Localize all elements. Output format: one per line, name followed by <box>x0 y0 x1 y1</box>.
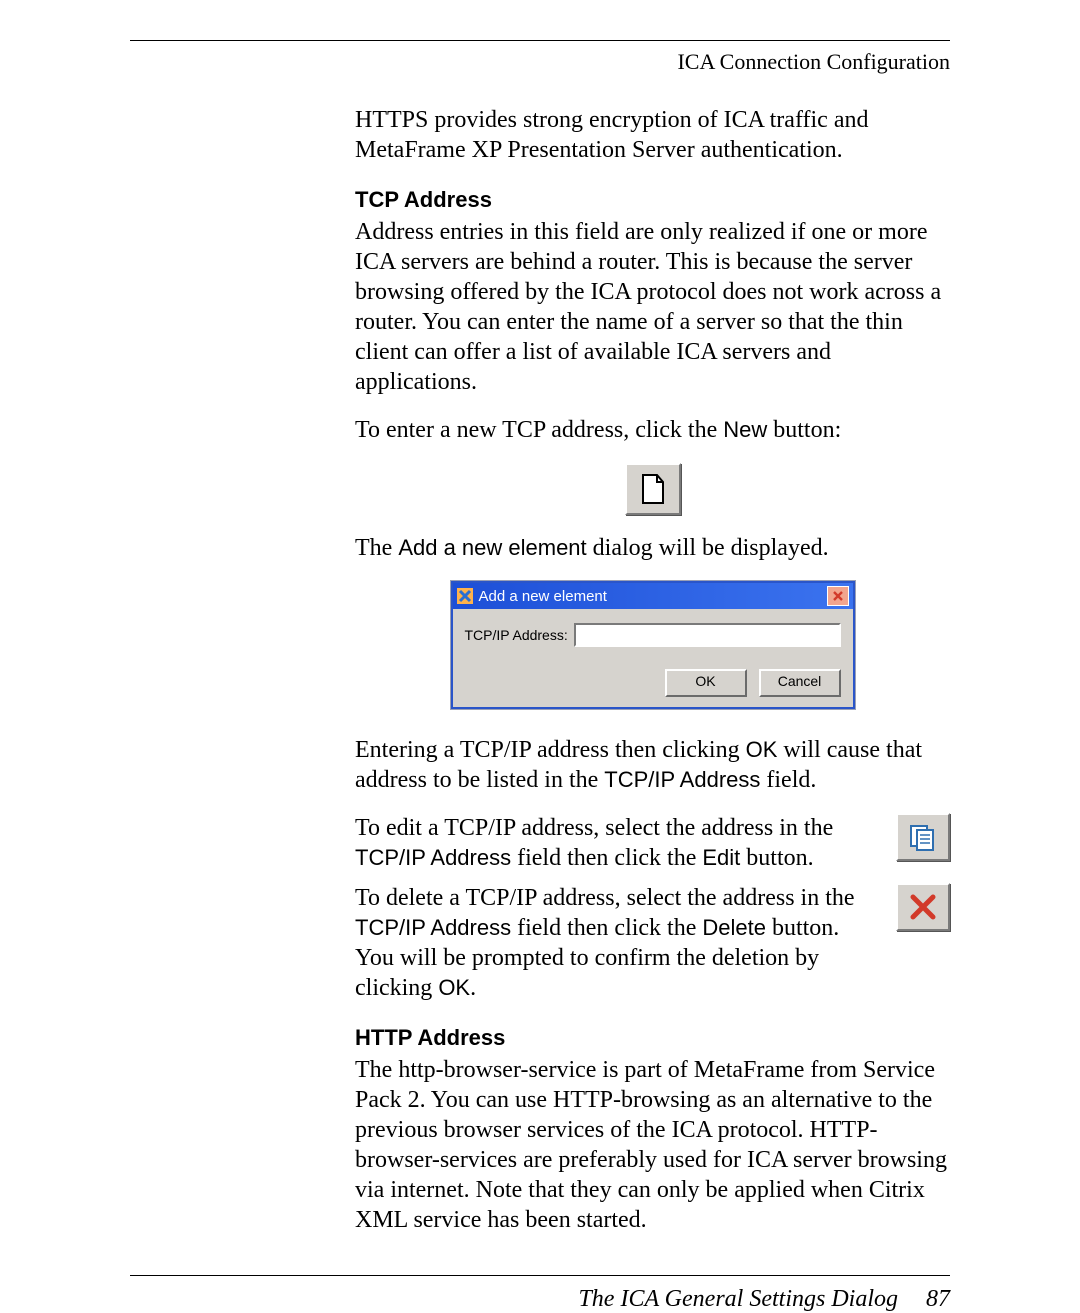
new-document-icon[interactable] <box>625 463 681 515</box>
tcp-paragraph-1: Address entries in this field are only r… <box>355 217 950 397</box>
tcpip-field-label: TCP/IP Address <box>604 767 760 792</box>
page-footer: The ICA General Settings Dialog 87 <box>130 1286 950 1313</box>
text: field then click the <box>511 915 702 941</box>
tcp-paragraph-2: To enter a new TCP address, click the Ne… <box>355 415 950 445</box>
tcp-paragraph-3: The Add a new element dialog will be dis… <box>355 533 950 563</box>
cancel-button[interactable]: Cancel <box>759 669 841 697</box>
tcp-address-heading: TCP Address <box>355 187 950 213</box>
intro-paragraph: HTTPS provides strong encryption of ICA … <box>355 105 950 165</box>
http-paragraph: The http-browser-service is part of Meta… <box>355 1055 950 1235</box>
text: To enter a new TCP address, click the <box>355 417 723 443</box>
http-address-heading: HTTP Address <box>355 1025 950 1051</box>
close-button[interactable] <box>827 586 849 606</box>
text: The <box>355 535 398 561</box>
dialog-titlebar: Add a new element <box>453 583 853 609</box>
ok-label: OK <box>746 737 778 762</box>
tcpip-address-input[interactable] <box>574 623 841 647</box>
tcpip-field-label: TCP/IP Address <box>355 845 511 870</box>
text: dialog will be displayed. <box>587 535 829 561</box>
tcp-paragraph-4: Entering a TCP/IP address then clicking … <box>355 735 950 795</box>
footer-title: The ICA General Settings Dialog <box>578 1286 898 1313</box>
dialog-title: Add a new element <box>479 588 607 605</box>
text: button: <box>767 417 841 443</box>
close-icon <box>832 590 844 602</box>
dialog-name-label: Add a new element <box>398 535 586 560</box>
text: . <box>470 975 476 1001</box>
tcpip-field-label: TCP/IP Address <box>355 915 511 940</box>
tcpip-address-label: TCP/IP Address: <box>465 627 568 643</box>
delete-icon[interactable] <box>896 883 950 931</box>
text: Entering a TCP/IP address then clicking <box>355 737 746 763</box>
text: button. <box>740 845 813 871</box>
tcp-paragraph-5: To edit a TCP/IP address, select the add… <box>355 813 880 873</box>
new-button-label: New <box>723 417 767 442</box>
ok-button[interactable]: OK <box>665 669 747 697</box>
page-number: 87 <box>926 1286 950 1313</box>
text: To delete a TCP/IP address, select the a… <box>355 885 855 911</box>
add-element-dialog: Add a new element TCP/IP Address: OK <box>451 581 855 709</box>
app-icon <box>457 588 473 604</box>
text: field then click the <box>511 845 702 871</box>
ok-label: OK <box>438 975 470 1000</box>
text: To edit a TCP/IP address, select the add… <box>355 815 833 841</box>
text: field. <box>760 767 816 793</box>
edit-button-label: Edit <box>702 845 740 870</box>
running-head: ICA Connection Configuration <box>130 49 950 75</box>
delete-button-label: Delete <box>702 915 766 940</box>
edit-icon[interactable] <box>896 813 950 861</box>
tcp-paragraph-6: To delete a TCP/IP address, select the a… <box>355 883 880 1003</box>
